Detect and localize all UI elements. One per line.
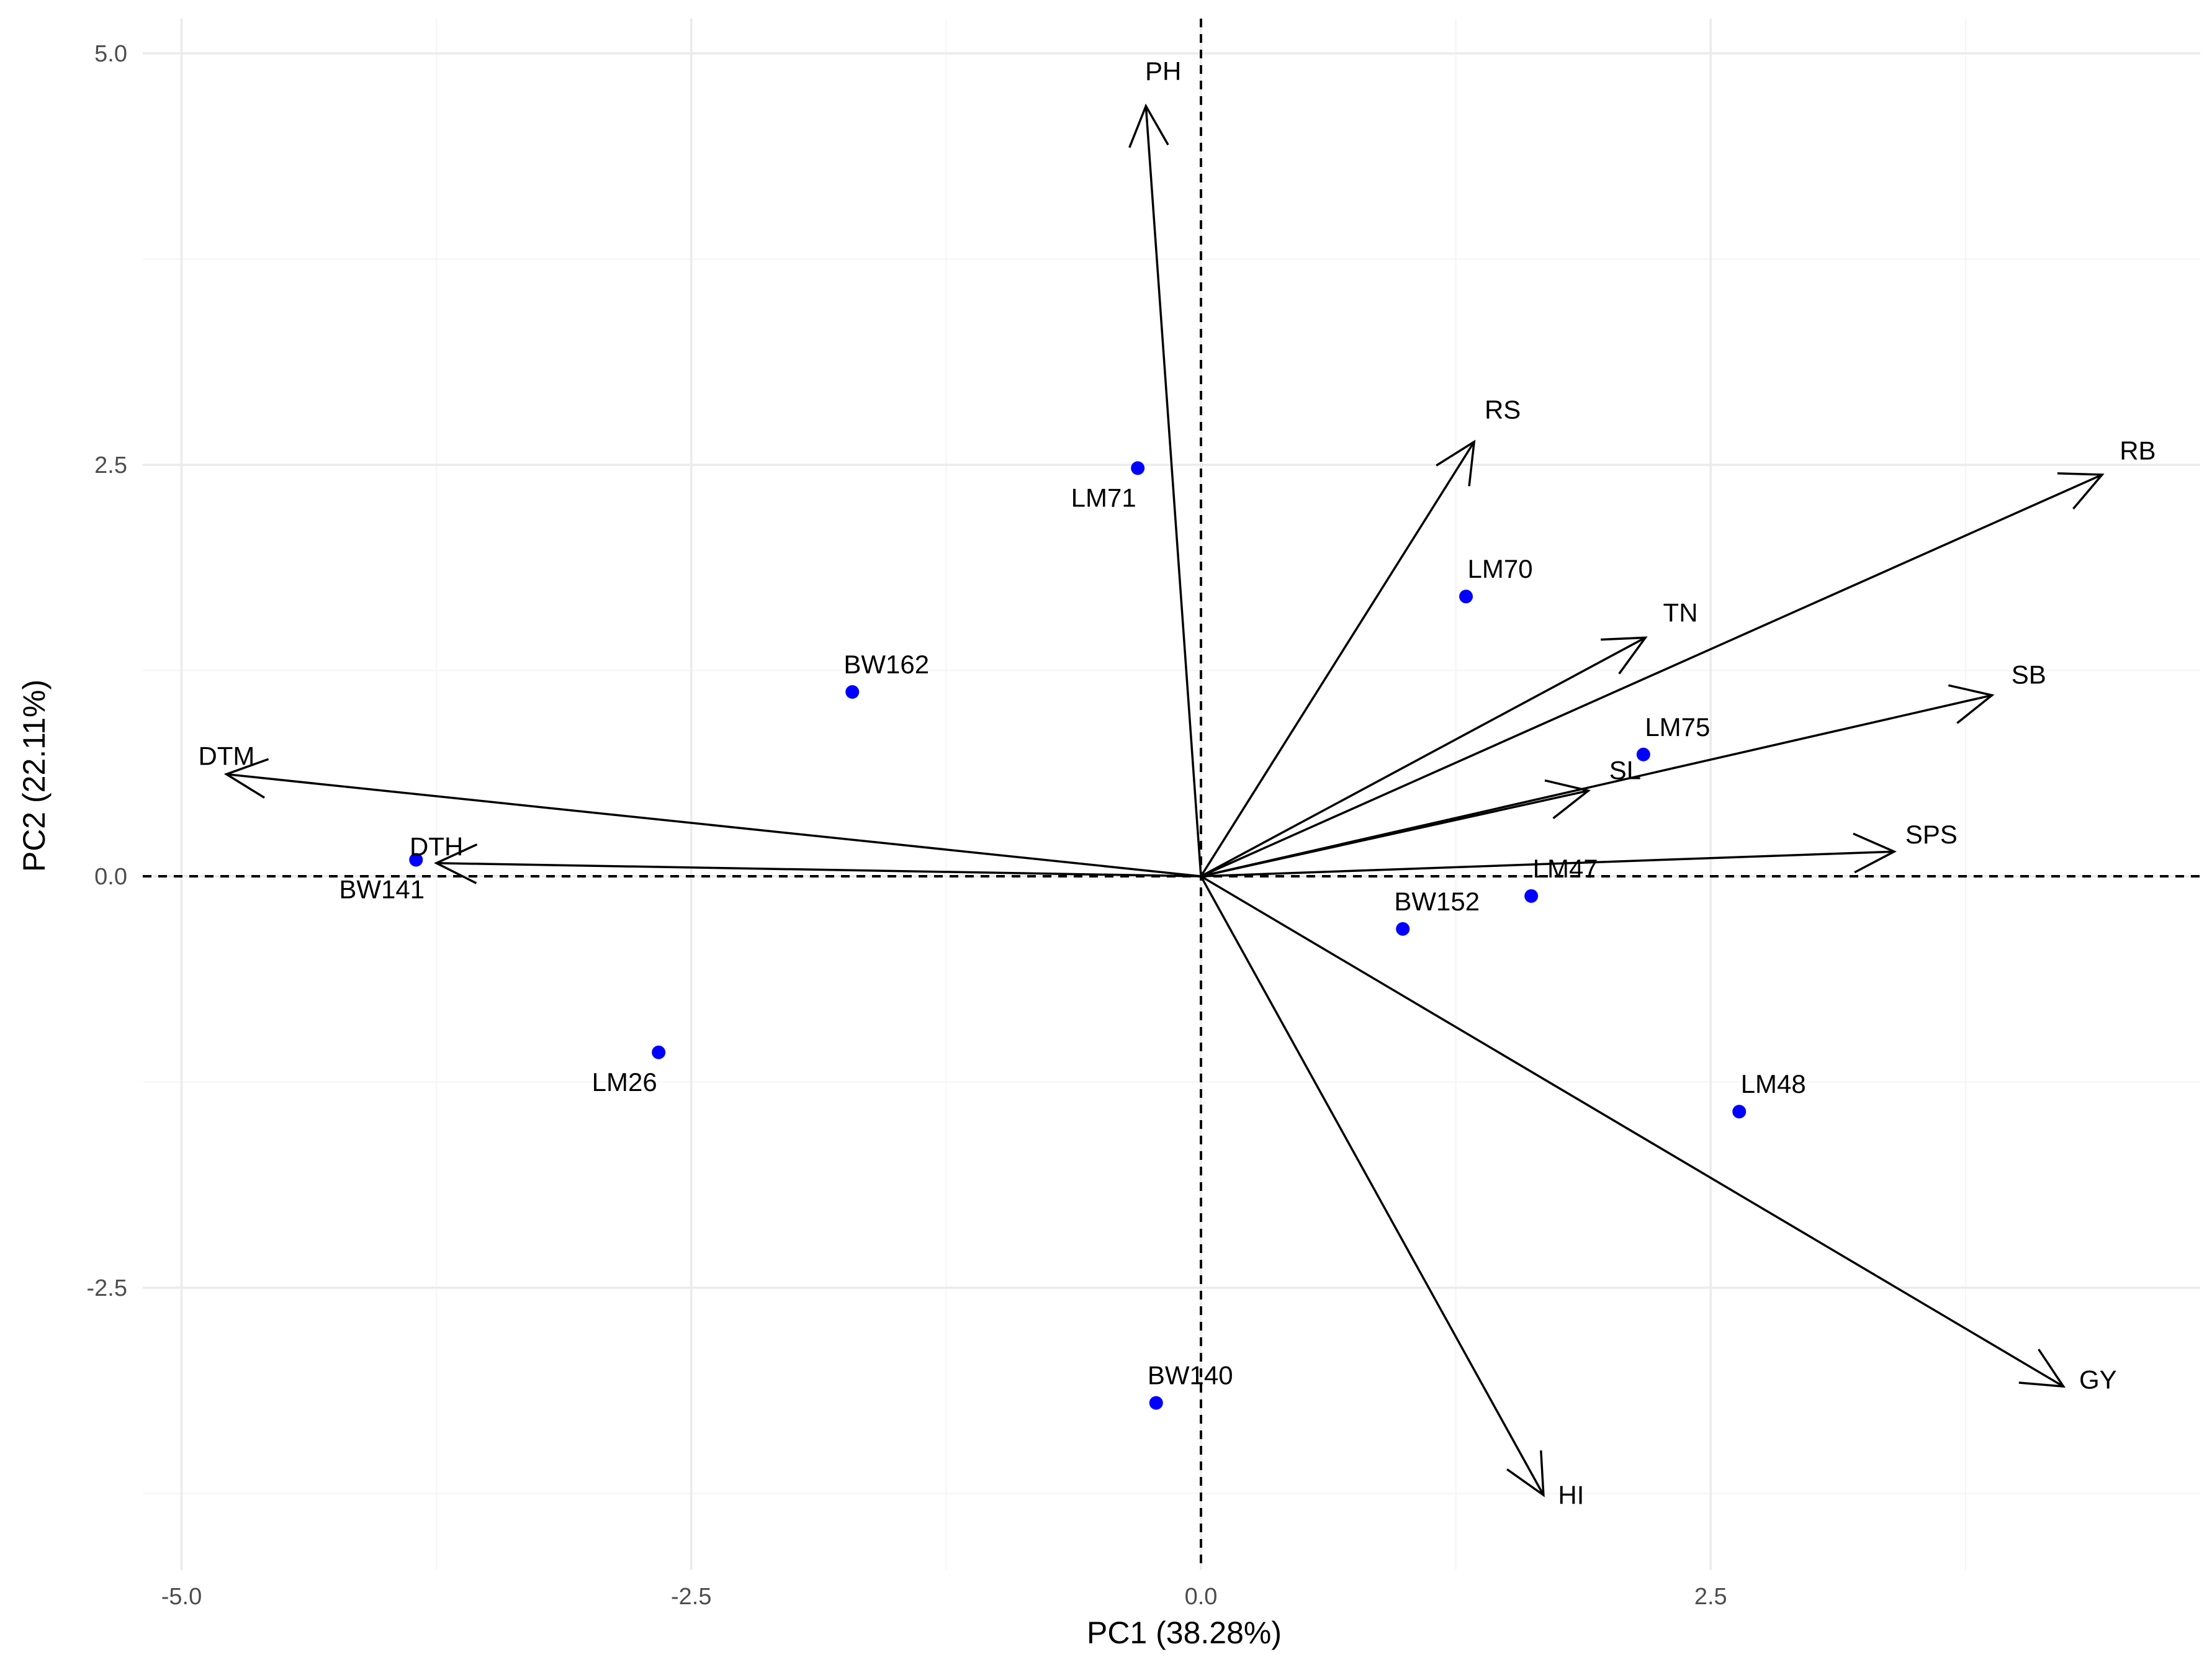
grid bbox=[143, 19, 2200, 1570]
arrowhead-rs bbox=[1436, 439, 1476, 487]
arrowhead-dth bbox=[434, 843, 478, 884]
observation-label-bw152: BW152 bbox=[1394, 887, 1480, 916]
point-bw162 bbox=[845, 685, 860, 699]
variable-label-rs: RS bbox=[1485, 395, 1521, 424]
point-lm70 bbox=[1459, 590, 1473, 604]
observation-points bbox=[409, 461, 1747, 1410]
observation-label-lm70: LM70 bbox=[1468, 554, 1533, 583]
y-tick-label: 0.0 bbox=[94, 864, 127, 890]
observation-label-lm71: LM71 bbox=[1071, 483, 1136, 512]
arrow-rs bbox=[1200, 441, 1475, 877]
arrowhead-tn bbox=[1601, 636, 1648, 675]
axis-ticks: -5.0 -2.5 0.0 2.5 5.0 2.5 0.0 -2.5 bbox=[87, 41, 1727, 1610]
point-bw141 bbox=[409, 853, 423, 867]
arrow-tn bbox=[1200, 636, 1646, 878]
point-lm47 bbox=[1524, 889, 1539, 903]
variable-label-dth: DTH bbox=[410, 832, 463, 861]
arrow-dtm bbox=[226, 773, 1202, 878]
arrowhead-gy bbox=[2018, 1349, 2066, 1388]
arrow-gy bbox=[1200, 875, 2064, 1388]
observation-label-lm47: LM47 bbox=[1533, 854, 1598, 883]
arrow-sps bbox=[1200, 850, 1894, 878]
arrowhead-rb bbox=[2057, 472, 2105, 510]
observation-label-lm75: LM75 bbox=[1645, 712, 1710, 742]
arrow-sl bbox=[1200, 789, 1589, 878]
variable-label-hi: HI bbox=[1558, 1480, 1584, 1509]
x-tick-label: 2.5 bbox=[1694, 1584, 1727, 1610]
x-tick-label: -5.0 bbox=[161, 1584, 202, 1610]
y-axis-title: PC2 (22.11%) bbox=[17, 680, 52, 872]
point-lm71 bbox=[1131, 461, 1145, 475]
arrowhead-dtm bbox=[223, 758, 269, 799]
observation-label-bw140: BW140 bbox=[1148, 1361, 1233, 1390]
variable-label-ph: PH bbox=[1145, 56, 1181, 86]
arrowhead-hi bbox=[1506, 1450, 1545, 1497]
arrowhead-sl bbox=[1544, 779, 1591, 819]
point-bw140 bbox=[1149, 1396, 1163, 1410]
arrow-rb bbox=[1200, 474, 2103, 878]
variable-arrows bbox=[223, 103, 2105, 1497]
observation-label-bw141: BW141 bbox=[339, 874, 425, 904]
x-axis-title: PC1 (38.28%) bbox=[1087, 1615, 1282, 1650]
y-tick-label: -2.5 bbox=[87, 1275, 127, 1301]
point-bw152 bbox=[1396, 922, 1410, 936]
arrowhead-ph bbox=[1128, 103, 1169, 148]
arrow-hi bbox=[1200, 876, 1545, 1496]
variable-label-sps: SPS bbox=[1905, 820, 1958, 849]
arrow-ph bbox=[1144, 105, 1202, 877]
variable-label-sb: SB bbox=[2012, 660, 2046, 689]
reference-lines bbox=[143, 19, 2200, 1570]
point-lm75 bbox=[1636, 747, 1650, 761]
variable-label-sl: SL bbox=[1609, 756, 1641, 785]
variable-label-tn: TN bbox=[1663, 598, 1698, 627]
labels: PH RS RB TN SB SL SPS DTM DTH GY HI LM71 LM70 BW162 LM… bbox=[198, 56, 2156, 1509]
arrow-dth bbox=[436, 862, 1202, 878]
x-tick-label: -2.5 bbox=[671, 1584, 711, 1610]
variable-label-gy: GY bbox=[2079, 1365, 2117, 1394]
arrowhead-sb bbox=[1948, 684, 1995, 724]
x-tick-label: 0.0 bbox=[1185, 1584, 1218, 1610]
observation-label-bw162: BW162 bbox=[843, 650, 929, 679]
observation-label-lm26: LM26 bbox=[592, 1067, 657, 1097]
y-tick-label: 5.0 bbox=[94, 41, 127, 67]
observation-label-lm48: LM48 bbox=[1741, 1069, 1806, 1098]
y-tick-label: 2.5 bbox=[94, 452, 127, 478]
arrowhead-sps bbox=[1853, 832, 1897, 874]
point-lm48 bbox=[1732, 1105, 1747, 1119]
variable-label-rb: RB bbox=[2120, 436, 2156, 465]
variable-label-dtm: DTM bbox=[198, 741, 254, 770]
point-lm26 bbox=[652, 1045, 666, 1059]
